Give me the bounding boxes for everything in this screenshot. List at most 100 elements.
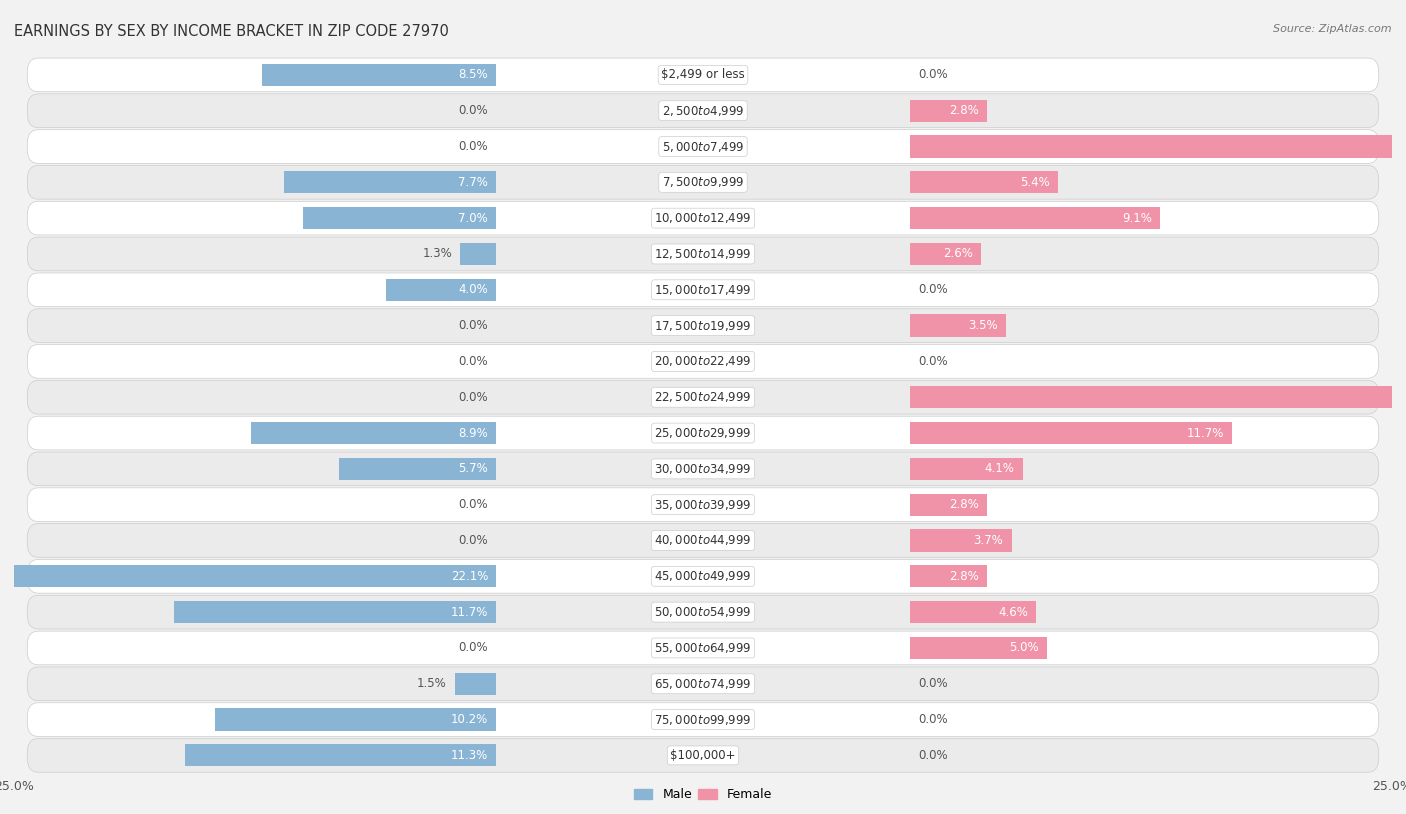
- Text: $45,000 to $49,999: $45,000 to $49,999: [654, 569, 752, 584]
- FancyBboxPatch shape: [27, 416, 1379, 450]
- Text: $2,499 or less: $2,499 or less: [661, 68, 745, 81]
- FancyBboxPatch shape: [27, 488, 1379, 522]
- Bar: [456, 672, 496, 695]
- Bar: [910, 386, 1406, 409]
- Text: 3.5%: 3.5%: [969, 319, 998, 332]
- Bar: [186, 744, 496, 767]
- Text: 8.5%: 8.5%: [458, 68, 488, 81]
- Text: 0.0%: 0.0%: [458, 140, 488, 153]
- Text: 0.0%: 0.0%: [458, 319, 488, 332]
- Bar: [387, 278, 496, 301]
- Bar: [262, 63, 496, 86]
- Text: 8.9%: 8.9%: [458, 427, 488, 440]
- Bar: [461, 243, 496, 265]
- FancyBboxPatch shape: [27, 309, 1379, 343]
- Text: $15,000 to $17,499: $15,000 to $17,499: [654, 282, 752, 297]
- Text: 11.7%: 11.7%: [1187, 427, 1223, 440]
- Text: 4.6%: 4.6%: [998, 606, 1028, 619]
- Text: $75,000 to $99,999: $75,000 to $99,999: [654, 712, 752, 727]
- Text: 10.2%: 10.2%: [451, 713, 488, 726]
- Bar: [215, 708, 496, 731]
- Text: 5.7%: 5.7%: [458, 462, 488, 475]
- Text: 0.0%: 0.0%: [458, 391, 488, 404]
- Text: 0.0%: 0.0%: [458, 355, 488, 368]
- Text: Source: ZipAtlas.com: Source: ZipAtlas.com: [1274, 24, 1392, 34]
- Bar: [174, 601, 496, 624]
- FancyBboxPatch shape: [27, 273, 1379, 307]
- Text: 9.1%: 9.1%: [1122, 212, 1152, 225]
- Text: 0.0%: 0.0%: [918, 677, 948, 690]
- Bar: [910, 529, 1012, 552]
- Text: 2.8%: 2.8%: [949, 104, 979, 117]
- Text: 4.0%: 4.0%: [458, 283, 488, 296]
- Bar: [910, 243, 981, 265]
- FancyBboxPatch shape: [27, 631, 1379, 665]
- Text: $30,000 to $34,999: $30,000 to $34,999: [654, 462, 752, 476]
- Text: $12,500 to $14,999: $12,500 to $14,999: [654, 247, 752, 261]
- Text: $65,000 to $74,999: $65,000 to $74,999: [654, 676, 752, 691]
- Bar: [252, 422, 496, 444]
- Text: 5.0%: 5.0%: [1010, 641, 1039, 654]
- Text: 11.3%: 11.3%: [451, 749, 488, 762]
- Text: 11.7%: 11.7%: [451, 606, 488, 619]
- Text: EARNINGS BY SEX BY INCOME BRACKET IN ZIP CODE 27970: EARNINGS BY SEX BY INCOME BRACKET IN ZIP…: [14, 24, 449, 39]
- Text: 0.0%: 0.0%: [918, 283, 948, 296]
- Text: 0.0%: 0.0%: [918, 68, 948, 81]
- Bar: [0, 565, 496, 588]
- Bar: [910, 207, 1160, 230]
- Legend: Male, Female: Male, Female: [628, 783, 778, 807]
- Text: $55,000 to $64,999: $55,000 to $64,999: [654, 641, 752, 655]
- Bar: [910, 493, 987, 516]
- FancyBboxPatch shape: [27, 523, 1379, 558]
- Text: $100,000+: $100,000+: [671, 749, 735, 762]
- Bar: [910, 135, 1406, 158]
- FancyBboxPatch shape: [27, 559, 1379, 593]
- Text: $20,000 to $22,499: $20,000 to $22,499: [654, 354, 752, 369]
- Bar: [910, 314, 1007, 337]
- Text: 0.0%: 0.0%: [458, 498, 488, 511]
- Bar: [304, 207, 496, 230]
- FancyBboxPatch shape: [27, 738, 1379, 772]
- FancyBboxPatch shape: [27, 201, 1379, 235]
- FancyBboxPatch shape: [27, 452, 1379, 486]
- Text: 2.8%: 2.8%: [949, 570, 979, 583]
- Bar: [339, 457, 496, 480]
- Text: 2.8%: 2.8%: [949, 498, 979, 511]
- FancyBboxPatch shape: [27, 344, 1379, 379]
- Text: $22,500 to $24,999: $22,500 to $24,999: [654, 390, 752, 405]
- Bar: [910, 422, 1232, 444]
- Text: 0.0%: 0.0%: [918, 749, 948, 762]
- Text: 22.1%: 22.1%: [451, 570, 488, 583]
- Text: $40,000 to $44,999: $40,000 to $44,999: [654, 533, 752, 548]
- Text: 0.0%: 0.0%: [918, 355, 948, 368]
- FancyBboxPatch shape: [27, 237, 1379, 271]
- Text: $2,500 to $4,999: $2,500 to $4,999: [662, 103, 744, 118]
- Text: $50,000 to $54,999: $50,000 to $54,999: [654, 605, 752, 619]
- Text: 2.6%: 2.6%: [943, 247, 973, 260]
- Text: 4.1%: 4.1%: [984, 462, 1014, 475]
- Text: 0.0%: 0.0%: [918, 713, 948, 726]
- Text: 7.7%: 7.7%: [458, 176, 488, 189]
- FancyBboxPatch shape: [27, 94, 1379, 128]
- Text: 1.5%: 1.5%: [418, 677, 447, 690]
- Bar: [284, 171, 496, 194]
- Text: $25,000 to $29,999: $25,000 to $29,999: [654, 426, 752, 440]
- Bar: [910, 637, 1047, 659]
- FancyBboxPatch shape: [27, 380, 1379, 414]
- FancyBboxPatch shape: [27, 58, 1379, 92]
- FancyBboxPatch shape: [27, 702, 1379, 737]
- Text: $5,000 to $7,499: $5,000 to $7,499: [662, 139, 744, 154]
- FancyBboxPatch shape: [27, 129, 1379, 164]
- Bar: [910, 99, 987, 122]
- Text: $17,500 to $19,999: $17,500 to $19,999: [654, 318, 752, 333]
- Bar: [910, 171, 1059, 194]
- FancyBboxPatch shape: [27, 165, 1379, 199]
- Text: 1.3%: 1.3%: [422, 247, 453, 260]
- Text: 0.0%: 0.0%: [458, 534, 488, 547]
- Text: 0.0%: 0.0%: [458, 104, 488, 117]
- Text: 5.4%: 5.4%: [1021, 176, 1050, 189]
- Bar: [910, 457, 1022, 480]
- Text: $7,500 to $9,999: $7,500 to $9,999: [662, 175, 744, 190]
- Text: 0.0%: 0.0%: [458, 641, 488, 654]
- Text: 3.7%: 3.7%: [973, 534, 1004, 547]
